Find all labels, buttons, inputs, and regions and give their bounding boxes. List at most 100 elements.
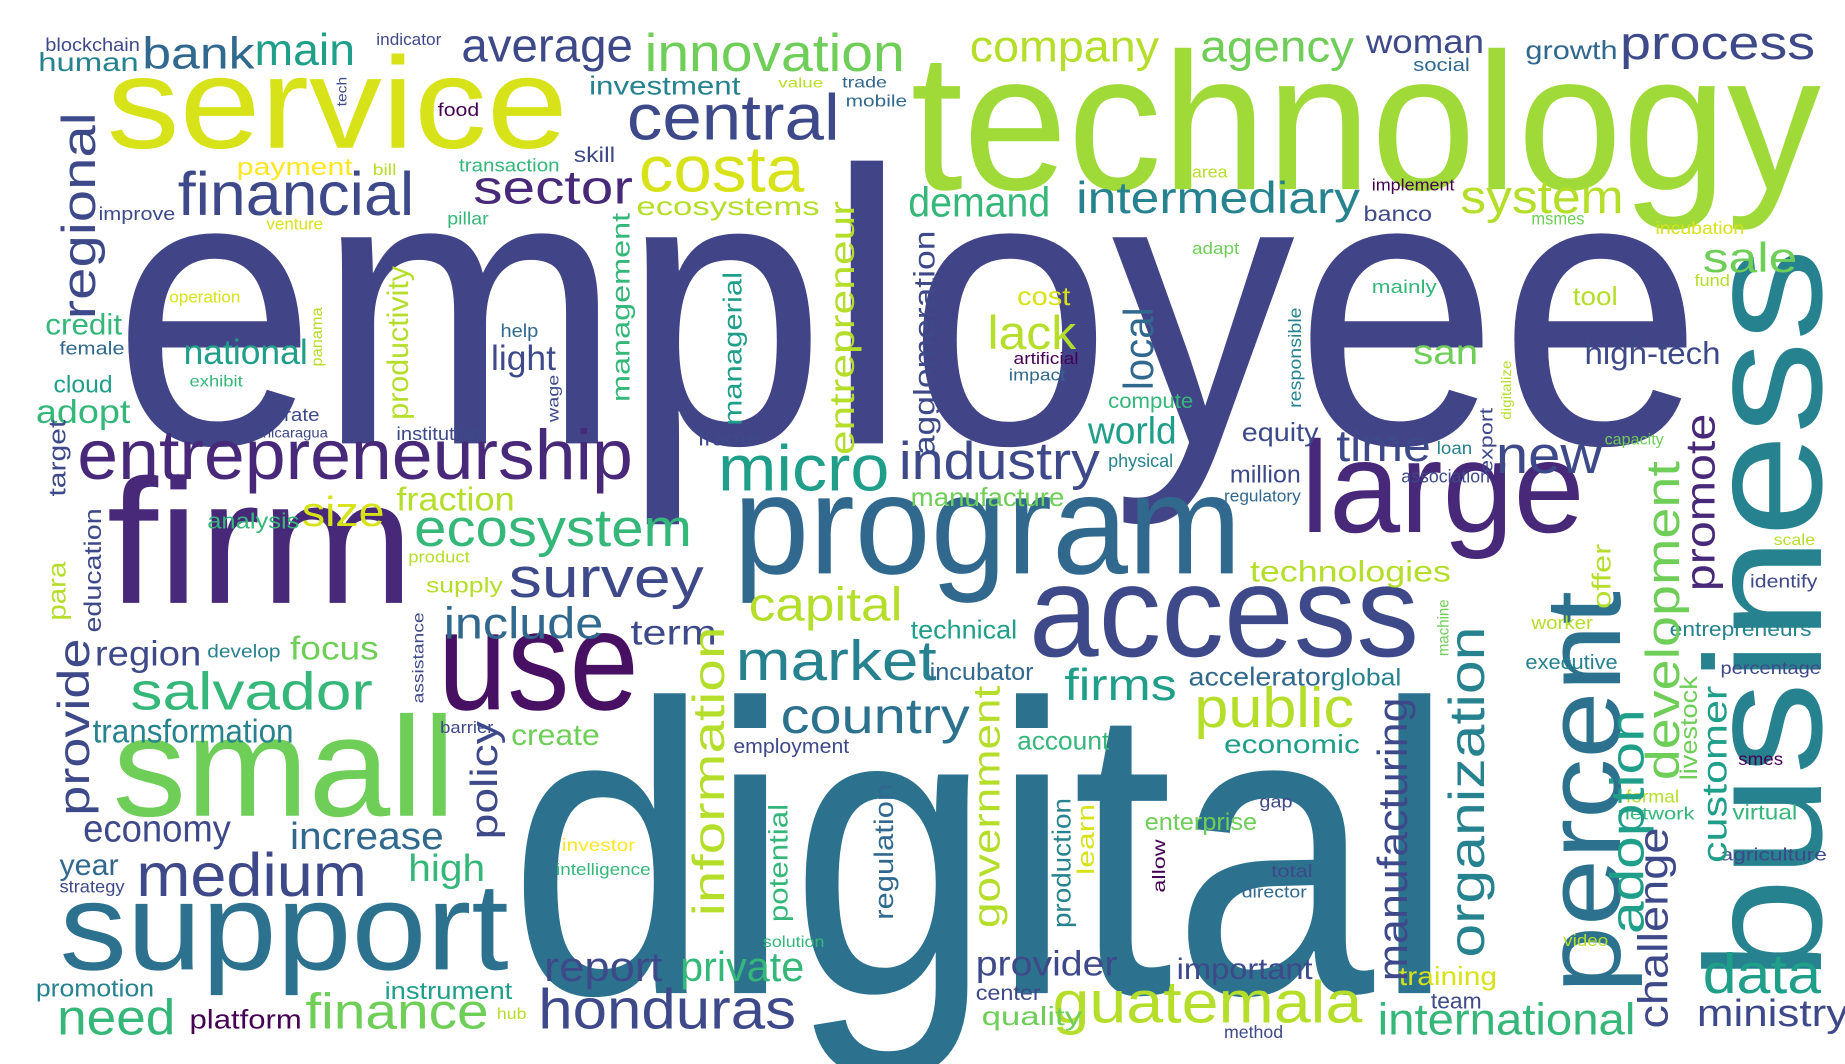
word: digital [509,618,1455,1064]
word: formal [1626,787,1679,807]
word: market [736,630,937,693]
word: area [1192,162,1228,181]
word: adapt [1192,239,1240,258]
word: impact [1009,366,1066,385]
word: sector [473,161,633,214]
word: development [1637,461,1690,780]
word: artificial [1014,349,1079,368]
word: capacity [1605,432,1664,449]
word: identify [1750,572,1818,593]
word: virtual [1732,800,1797,824]
word: national [184,332,308,372]
word: video [1563,931,1608,950]
word: small [113,689,456,847]
word: adopt [36,394,131,431]
word: large [1301,414,1585,560]
word: average [461,19,632,72]
word: focus [290,631,379,668]
word: agglomeration [908,231,941,456]
word: nicaragua [263,425,328,441]
word: agriculture [1721,845,1828,865]
word: bank [142,28,255,79]
word: million [1230,462,1301,488]
word: scale [1774,532,1815,549]
word: lack [988,307,1077,360]
word: association [1401,466,1490,487]
word: honduras [538,979,796,1042]
word: data [1703,943,1822,1006]
word: regulatory [1224,486,1302,505]
word: system [1460,171,1623,224]
word: target [45,419,71,496]
word: executive [1525,652,1617,674]
word: capital [749,579,903,632]
word: regulation [868,784,899,920]
word: offer [1587,543,1617,608]
word: barrier [440,718,494,737]
word: managerial [718,272,748,426]
word: product [408,548,470,567]
word: provide [48,638,99,815]
word: size [302,489,385,535]
word: institution [396,424,481,445]
word: company [970,20,1160,71]
word: access [1029,538,1419,684]
word: analysis [207,508,299,533]
word: new [1496,426,1603,485]
word: demand [908,179,1050,225]
word: productivity [382,266,415,420]
word: central [627,81,840,154]
word: agency [1200,20,1354,71]
word: promote [1678,414,1724,591]
word: skill [574,143,615,167]
word: local [1116,307,1162,390]
word: hub [497,1006,527,1023]
word: entrepreneurs [1670,619,1812,641]
word: challenge [1630,828,1676,1029]
word: manufacturing [1370,698,1416,982]
word: blockchain [45,35,140,56]
word: main [255,24,355,75]
word: economic [1224,729,1360,759]
word: transaction [459,155,559,176]
word: solution [763,934,824,951]
word: social [1413,55,1470,76]
word: guatemala [1053,969,1363,1036]
word: sale [1703,235,1798,281]
word: time [1336,420,1431,471]
word: incubator [930,660,1034,686]
word: credit [45,309,122,342]
word: trade [842,74,887,91]
word: ecosystem [414,499,692,558]
word: banco [1363,202,1432,226]
word: private [680,944,804,990]
word: percent [1524,591,1643,993]
word: platform [190,1004,302,1035]
word: ministry [1697,993,1845,1035]
word: report [544,944,663,990]
word: create [511,719,600,752]
word: transformation [93,713,294,750]
word: strategy [59,877,124,897]
word: organization [1439,627,1495,958]
word: center [976,981,1041,1005]
word: msmes [1531,209,1584,229]
word: cloud [54,372,113,398]
word: year [59,849,118,882]
word: smes [1738,749,1783,769]
word: information [683,627,734,917]
word: finance [305,984,488,1040]
word: light [491,338,556,378]
word: financial [178,160,414,229]
word: promotion [36,977,154,1003]
word: responsible [1285,307,1305,408]
word: process [1620,17,1815,70]
word: method [1224,1022,1283,1042]
word: region [95,634,201,674]
word: production [1046,798,1076,928]
word: intelligence [556,860,651,879]
word: help [500,321,538,342]
word: allow [1149,839,1169,892]
